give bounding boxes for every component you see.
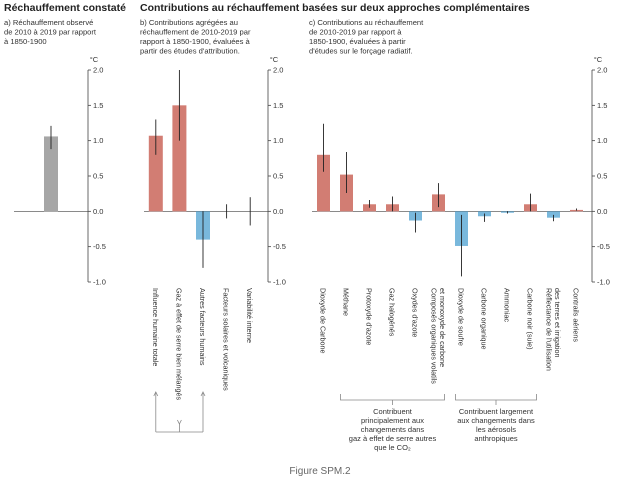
panel-b: b) Contributions agrégées au réchauffemen… xyxy=(140,18,286,401)
bar-1 xyxy=(317,154,330,212)
category-label: Gaz halogénés xyxy=(388,288,397,337)
y-tick-label: 1.0 xyxy=(597,136,607,145)
y-tick-label: 1.0 xyxy=(273,136,283,145)
bracket-arrow xyxy=(200,391,206,397)
category-label: Ammoniac xyxy=(503,288,512,322)
category-label: Carbone noir (suie) xyxy=(526,288,535,350)
y-tick-label: 1.0 xyxy=(93,136,103,145)
bar-11 xyxy=(547,211,560,218)
category-label: Dioxyde de soufre xyxy=(457,288,466,346)
bracket-line xyxy=(455,394,537,401)
y-tick-label: 1.5 xyxy=(93,101,103,110)
y-tick-label: 2.0 xyxy=(273,66,283,75)
category-label: Carbone organique xyxy=(480,288,489,350)
y-tick-label: -0.5 xyxy=(273,242,286,251)
category-label: Méthane xyxy=(342,288,351,316)
y-tick-label: -1.0 xyxy=(597,278,610,287)
category-label: Contrails aériens xyxy=(572,288,581,342)
header-left: Réchauffement constaté xyxy=(4,2,126,14)
y-tick-label: 0.0 xyxy=(273,207,283,216)
category-label: Réflectance de l'utilisation xyxy=(545,288,554,371)
y-tick-label: 1.5 xyxy=(597,101,607,110)
ghg-bracket: Contribuent principalement aux changements… xyxy=(340,394,445,452)
category-label: des terres et irrigation xyxy=(553,288,562,358)
category-label: et monoxyde de carbone xyxy=(438,288,447,367)
panel-c-title: c) Contributions au réchauffement de 2010… xyxy=(309,18,424,56)
bar-1 xyxy=(148,135,163,212)
category-label: Facteurs solaires et volcaniques xyxy=(222,288,231,391)
header-right: Contributions au réchauffement basées su… xyxy=(140,2,530,14)
category-label: Oxydes d'azote xyxy=(411,288,420,337)
category-label: Composés organiques volatils xyxy=(430,288,439,384)
category-label: Protoxyde d'azote xyxy=(365,288,374,345)
panel-a-title: a) Réchauffement observé de 2010 à 2019 p… xyxy=(4,18,97,46)
y-tick-label: -1.0 xyxy=(93,278,106,287)
bracket-arrow xyxy=(153,391,159,397)
y-axis-unit: °C xyxy=(90,55,99,64)
panel-b-title: b) Contributions agrégées au réchauffemen… xyxy=(140,18,251,56)
y-tick-label: 2.0 xyxy=(597,66,607,75)
y-tick-label: 0.5 xyxy=(273,172,283,181)
figure-caption: Figure SPM.2 xyxy=(289,466,351,477)
y-tick-label: 2.0 xyxy=(93,66,103,75)
category-label: Autres facteurs humains xyxy=(198,288,207,366)
y-tick-label: 1.5 xyxy=(273,101,283,110)
bar-1 xyxy=(44,136,58,212)
y-axis-unit: °C xyxy=(594,55,603,64)
bar-2 xyxy=(172,105,187,212)
total-influence-bracket xyxy=(153,391,206,433)
bracket-arrow xyxy=(177,419,182,425)
y-tick-label: 0.5 xyxy=(597,172,607,181)
aerosol-bracket-label: Contribuent largement aux changements dan… xyxy=(457,407,535,443)
y-axis-unit: °C xyxy=(270,55,279,64)
category-label: Dioxyde de Carbone xyxy=(319,288,328,354)
category-label: Variabilité interne xyxy=(245,288,254,343)
y-tick-label: 0.0 xyxy=(597,207,607,216)
y-tick-label: -1.0 xyxy=(273,278,286,287)
bracket-line xyxy=(340,394,445,401)
aerosol-bracket: Contribuent largement aux changements dan… xyxy=(455,394,537,443)
category-label: Gaz à effet de serre bien mélangés xyxy=(174,288,183,401)
category-label: Influence humaine totale xyxy=(151,288,160,366)
panel-a: a) Réchauffement observé de 2010 à 2019 p… xyxy=(4,18,106,287)
y-tick-label: -0.5 xyxy=(597,242,610,251)
ghg-bracket-label: Contribuent principalement aux changements… xyxy=(349,407,437,452)
y-tick-label: 0.5 xyxy=(93,172,103,181)
y-tick-label: -0.5 xyxy=(93,242,106,251)
y-tick-label: 0.0 xyxy=(93,207,103,216)
panel-c: c) Contributions au réchauffement de 2010… xyxy=(309,18,610,384)
